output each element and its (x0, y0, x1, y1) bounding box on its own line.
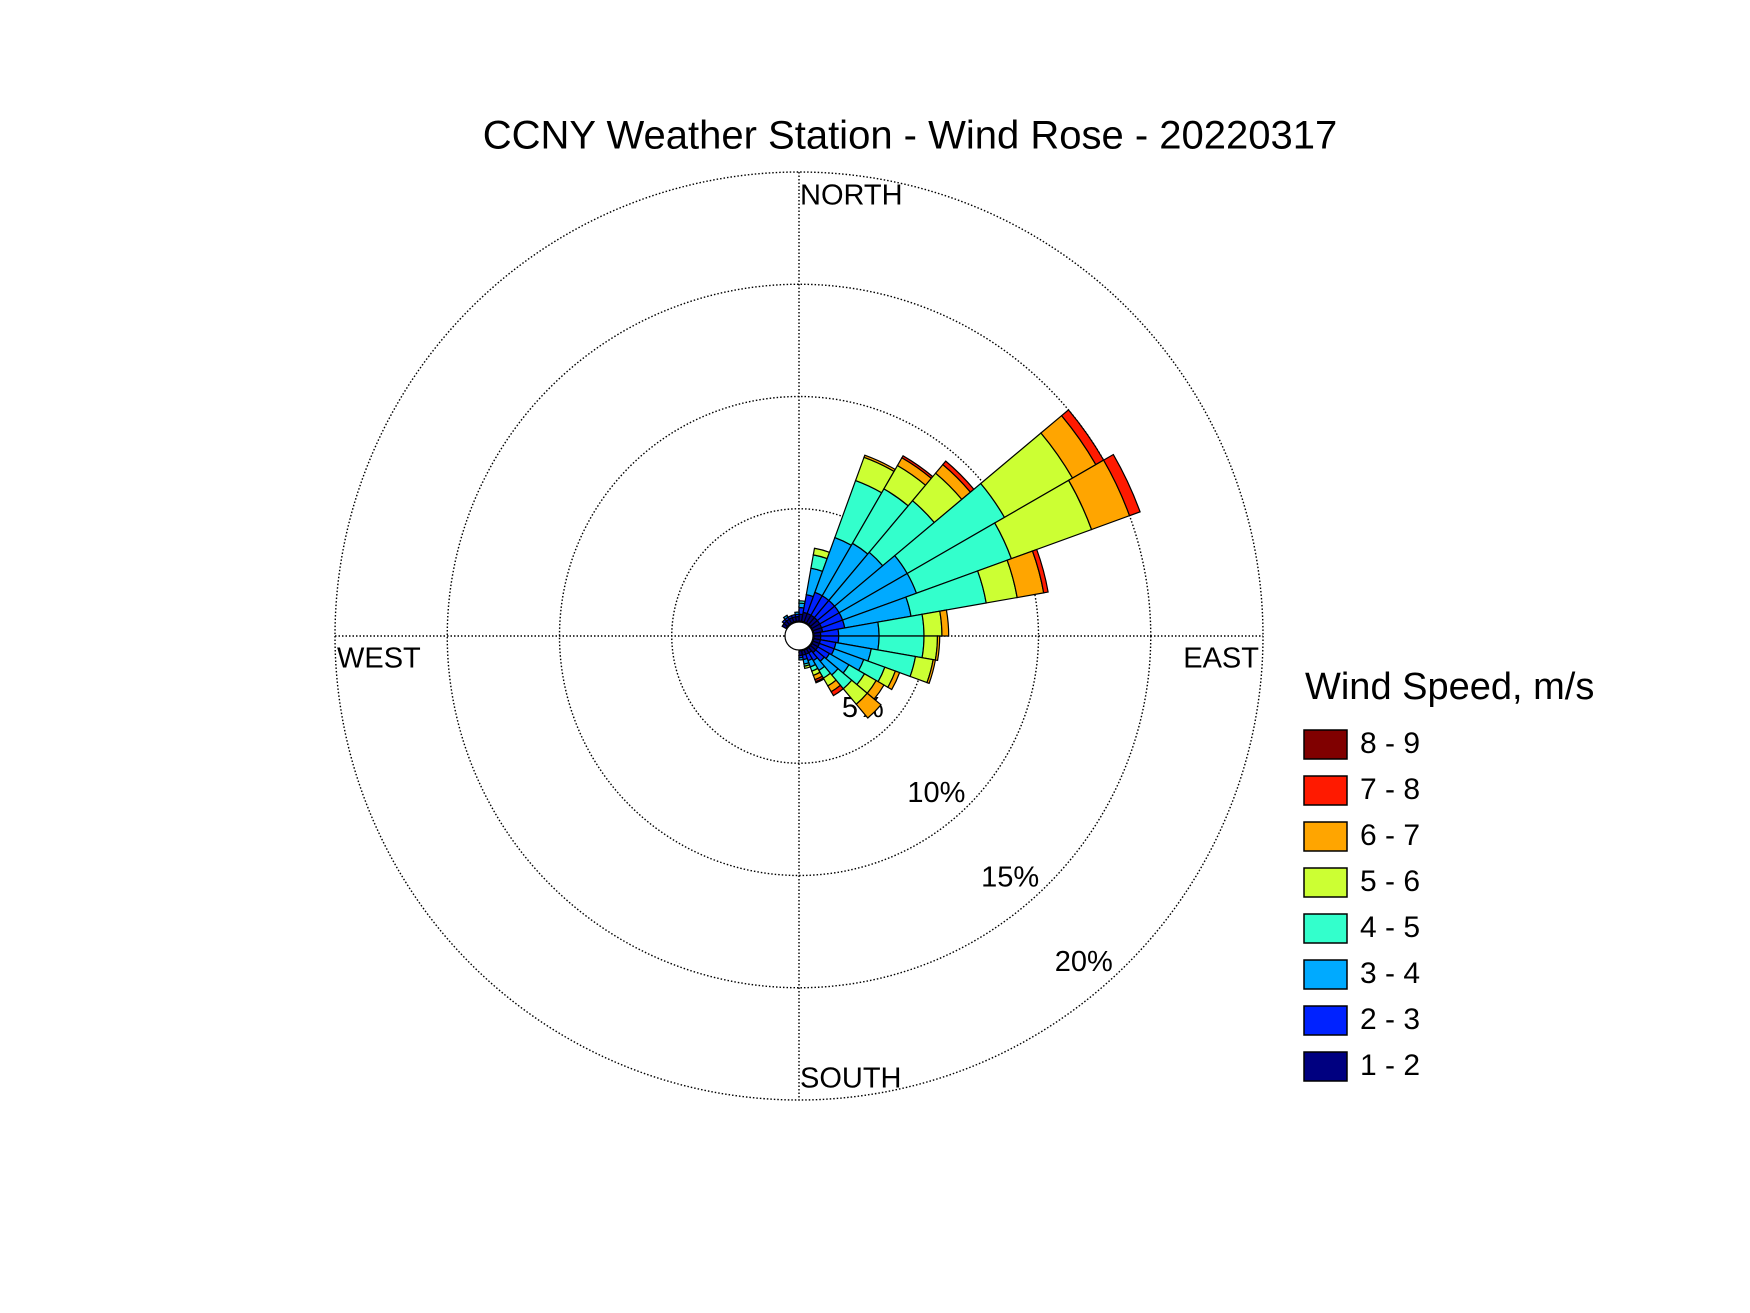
wind-segment (921, 635, 939, 661)
legend-swatch (1303, 959, 1348, 990)
wind-segment (798, 656, 804, 661)
wind-segment (830, 684, 845, 697)
legend-label: 3 - 4 (1360, 957, 1420, 990)
direction-label: NORTH (800, 180, 903, 212)
legend-label: 5 - 6 (1360, 865, 1420, 898)
legend-label: 8 - 9 (1360, 727, 1420, 760)
wind-segment (934, 635, 941, 662)
r-tick-label: 15% (981, 861, 1039, 893)
center-hole (784, 621, 814, 651)
wind-segment (782, 614, 789, 621)
r-tick-label: 10% (907, 777, 965, 809)
r-tick-label: 20% (1055, 946, 1113, 978)
legend-label: 1 - 2 (1360, 1049, 1420, 1082)
wind-segment (794, 611, 800, 616)
wind-segment (921, 610, 943, 637)
legend-label: 7 - 8 (1360, 773, 1420, 806)
legend-label: 4 - 5 (1360, 911, 1420, 944)
legend-swatch (1303, 821, 1348, 852)
legend-swatch (1303, 729, 1348, 760)
legend-swatch (1303, 775, 1348, 806)
wind-segment (803, 664, 812, 670)
wind-segment (926, 658, 937, 685)
direction-label: SOUTH (800, 1063, 902, 1095)
legend-swatch (1303, 913, 1348, 944)
legend-swatch (1303, 867, 1348, 898)
legend-swatch (1303, 1005, 1348, 1036)
wind-segment (886, 670, 901, 691)
wind-segment (855, 692, 882, 719)
direction-label: WEST (337, 643, 421, 675)
wind-segment (814, 677, 825, 684)
direction-label: EAST (1183, 643, 1259, 675)
wind-segment (1031, 548, 1049, 594)
legend-swatch (1303, 1051, 1348, 1082)
legend-title: Wind Speed, m/s (1305, 666, 1594, 708)
legend-label: 6 - 7 (1360, 819, 1420, 852)
legend-label: 2 - 3 (1360, 1003, 1420, 1036)
chart-title: CCNY Weather Station - Wind Rose - 20220… (483, 114, 1338, 158)
wind-segment (1102, 453, 1141, 517)
